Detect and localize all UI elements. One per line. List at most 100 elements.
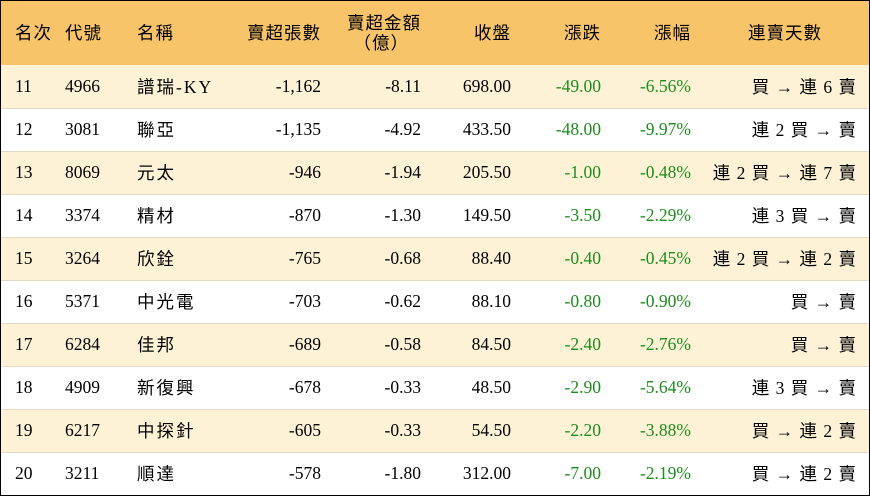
stock-name-cell: 中光電 bbox=[127, 279, 239, 323]
stock-code-cell: 3081 bbox=[61, 107, 127, 151]
sell-streak-cell: 買 → 連 2 賣 bbox=[701, 408, 869, 452]
close-price-cell: 433.50 bbox=[431, 107, 521, 151]
rank-cell: 11 bbox=[15, 75, 32, 96]
stock-name-cell: 新復興 bbox=[127, 365, 239, 409]
close-price-cell: 88.40 bbox=[431, 236, 521, 280]
rank-cell: 12 bbox=[1, 107, 61, 151]
stock-code-cell: 4909 bbox=[61, 365, 127, 409]
stock-name-cell: 佳邦 bbox=[127, 322, 239, 366]
table-header-row: 名次 代號 名稱 賣超張數 賣超金額 （億） 收盤 漲跌 漲幅 連賣天數 bbox=[1, 1, 869, 65]
table-row: 14 3374 精材 -870 -1.30 149.50 -3.50 -2.29% 連 3 買 … bbox=[1, 193, 869, 237]
stock-code-cell: 6284 bbox=[61, 322, 127, 366]
rank-cell: 15 bbox=[1, 236, 61, 280]
net-sell-lots-cell: -870 bbox=[239, 193, 331, 237]
sell-streak-cell: 連 2 買 → 賣 bbox=[701, 107, 869, 151]
header-code: 代號 bbox=[65, 23, 102, 43]
price-change-cell: -48.00 bbox=[521, 107, 611, 151]
sell-streak-cell: 連 3 買 → 賣 bbox=[701, 365, 869, 409]
stock-code-cell: 6217 bbox=[61, 408, 127, 452]
net-sell-lots-cell: -1,162 bbox=[275, 75, 321, 96]
rank-cell: 19 bbox=[1, 408, 61, 452]
table-row: 13 8069 元太 -946 -1.94 205.50 -1.00 -0.48% 連 2 買 … bbox=[1, 150, 869, 194]
net-sell-lots-cell: -1,135 bbox=[239, 107, 331, 151]
table-row: 20 3211 順達 -578 -1.80 312.00 -7.00 -2.19% 買 → 連 … bbox=[1, 451, 869, 495]
net-sell-amount-cell: -0.68 bbox=[331, 236, 431, 280]
net-sell-lots-cell: -765 bbox=[239, 236, 331, 280]
net-sell-amount-cell: -1.30 bbox=[331, 193, 431, 237]
sell-streak-cell: 買 → 連 6 賣 bbox=[751, 76, 857, 97]
stock-code-cell: 3264 bbox=[61, 236, 127, 280]
change-pct-cell: -3.88% bbox=[611, 408, 701, 452]
close-price-cell: 84.50 bbox=[431, 322, 521, 366]
change-pct-cell: -0.45% bbox=[611, 236, 701, 280]
price-change-cell: -2.90 bbox=[521, 365, 611, 409]
net-sell-amount-cell: -0.33 bbox=[331, 408, 431, 452]
close-price-cell: 48.50 bbox=[431, 365, 521, 409]
price-change-cell: -0.80 bbox=[521, 279, 611, 323]
stock-name-cell: 元太 bbox=[127, 150, 239, 194]
net-sell-lots-cell: -578 bbox=[239, 451, 331, 495]
net-sell-amount-cell: -1.94 bbox=[331, 150, 431, 194]
net-sell-amount-cell: -0.33 bbox=[331, 365, 431, 409]
rank-cell: 13 bbox=[1, 150, 61, 194]
table-row: 11 4966 譜瑞-KY -1,162 -8.11 698.00 -49.00 -6.56%… bbox=[1, 65, 869, 108]
net-sell-amount-cell: -1.80 bbox=[331, 451, 431, 495]
net-sell-lots-cell: -689 bbox=[239, 322, 331, 366]
close-price-cell: 88.10 bbox=[431, 279, 521, 323]
change-pct-cell: -0.90% bbox=[611, 279, 701, 323]
sell-streak-cell: 連 2 買 → 連 7 賣 bbox=[701, 150, 869, 194]
change-pct-cell: -9.97% bbox=[611, 107, 701, 151]
price-change-cell: -3.50 bbox=[521, 193, 611, 237]
stock-name-cell: 順達 bbox=[127, 451, 239, 495]
stock-name-cell: 譜瑞-KY bbox=[137, 76, 214, 97]
header-net-sell-amount-unit: （億） bbox=[353, 33, 409, 53]
header-streak: 連賣天數 bbox=[748, 23, 822, 43]
close-price-cell: 205.50 bbox=[431, 150, 521, 194]
price-change-cell: -2.20 bbox=[521, 408, 611, 452]
stock-code-cell: 3374 bbox=[61, 193, 127, 237]
sell-streak-cell: 連 2 買 → 連 2 賣 bbox=[701, 236, 869, 280]
change-pct-cell: -5.64% bbox=[611, 365, 701, 409]
net-sell-lots-cell: -605 bbox=[239, 408, 331, 452]
stock-code-cell: 8069 bbox=[61, 150, 127, 194]
price-change-cell: -49.00 bbox=[555, 75, 601, 96]
table-row: 12 3081 聯亞 -1,135 -4.92 433.50 -48.00 -9.97% 連 2… bbox=[1, 107, 869, 151]
net-sell-amount-cell: -8.11 bbox=[385, 75, 421, 96]
table-row: 16 5371 中光電 -703 -0.62 88.10 -0.80 -0.90% 買 → 賣 bbox=[1, 279, 869, 323]
stock-name-cell: 欣銓 bbox=[127, 236, 239, 280]
stock-code-cell: 5371 bbox=[61, 279, 127, 323]
stock-name-cell: 中探針 bbox=[127, 408, 239, 452]
stock-name-cell: 聯亞 bbox=[127, 107, 239, 151]
price-change-cell: -0.40 bbox=[521, 236, 611, 280]
table-row: 18 4909 新復興 -678 -0.33 48.50 -2.90 -5.64% 連 3 買 … bbox=[1, 365, 869, 409]
change-pct-cell: -2.29% bbox=[611, 193, 701, 237]
stock-code-cell: 4966 bbox=[65, 75, 100, 96]
rank-cell: 16 bbox=[1, 279, 61, 323]
rank-cell: 14 bbox=[1, 193, 61, 237]
price-change-cell: -7.00 bbox=[521, 451, 611, 495]
rank-cell: 17 bbox=[1, 322, 61, 366]
net-sell-amount-cell: -4.92 bbox=[331, 107, 431, 151]
table-row: 15 3264 欣銓 -765 -0.68 88.40 -0.40 -0.45% 連 2 買 →… bbox=[1, 236, 869, 280]
net-sell-lots-cell: -946 bbox=[239, 150, 331, 194]
change-pct-cell: -2.19% bbox=[611, 451, 701, 495]
stock-name-cell: 精材 bbox=[127, 193, 239, 237]
price-change-cell: -1.00 bbox=[521, 150, 611, 194]
sell-streak-cell: 買 → 賣 bbox=[701, 322, 869, 366]
header-net-sell-amount-label: 賣超金額 bbox=[347, 13, 421, 33]
close-price-cell: 54.50 bbox=[431, 408, 521, 452]
change-pct-cell: -0.48% bbox=[611, 150, 701, 194]
stock-code-cell: 3211 bbox=[61, 451, 127, 495]
header-close: 收盤 bbox=[474, 23, 511, 43]
sell-streak-cell: 連 3 買 → 賣 bbox=[701, 193, 869, 237]
sell-streak-cell: 買 → 連 2 賣 bbox=[701, 451, 869, 495]
rank-cell: 20 bbox=[1, 451, 61, 495]
close-price-cell: 698.00 bbox=[462, 75, 511, 96]
sell-streak-cell: 買 → 賣 bbox=[701, 279, 869, 323]
change-pct-cell: -6.56% bbox=[639, 75, 691, 96]
net-sell-amount-cell: -0.58 bbox=[331, 322, 431, 366]
header-rank: 名次 bbox=[15, 23, 52, 43]
header-change-pct: 漲幅 bbox=[654, 23, 691, 43]
